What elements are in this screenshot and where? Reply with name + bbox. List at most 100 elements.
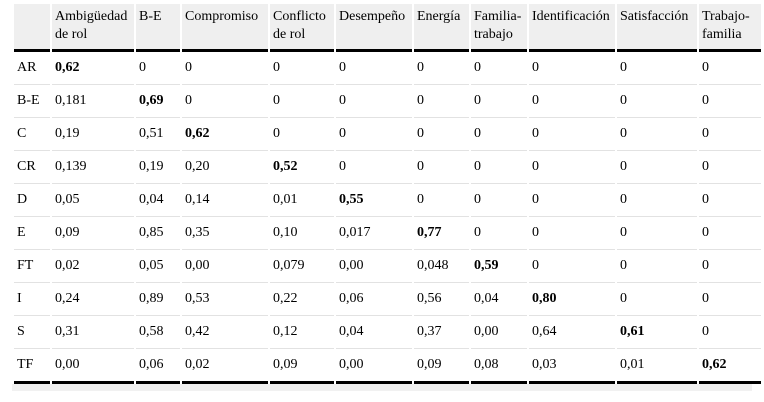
table-cell: 0 (699, 118, 761, 151)
table-cell: 0,89 (136, 283, 180, 316)
table-cell: 0,80 (529, 283, 615, 316)
table-cell: 0,017 (336, 217, 412, 250)
table-cell: 0,62 (52, 52, 134, 85)
table-cell: 0,02 (182, 349, 268, 384)
table-row: CR 0,139 0,19 0,20 0,52 0 0 0 0 0 0 (14, 151, 761, 184)
row-label: B-E (14, 85, 50, 118)
table-cell: 0,12 (270, 316, 334, 349)
table-cell: 0 (336, 151, 412, 184)
table-cell: 0 (471, 184, 527, 217)
table-cell: 0,05 (52, 184, 134, 217)
table-cell: 0 (699, 217, 761, 250)
table-cell: 0 (182, 85, 268, 118)
table-cell: 0,00 (336, 250, 412, 283)
table-row: FT 0,02 0,05 0,00 0,079 0,00 0,048 0,59 0 0 0 (14, 250, 761, 283)
table-cell: 0 (136, 52, 180, 85)
table-cell: 0,06 (336, 283, 412, 316)
table-cell: 0,31 (52, 316, 134, 349)
row-label: E (14, 217, 50, 250)
table-cell: 0,59 (471, 250, 527, 283)
table-cell: 0 (471, 85, 527, 118)
table-cell: 0 (270, 85, 334, 118)
corner-cell (14, 4, 50, 52)
table-cell: 0 (699, 85, 761, 118)
row-label: CR (14, 151, 50, 184)
table-cell: 0 (529, 184, 615, 217)
row-label: D (14, 184, 50, 217)
table-cell: 0,24 (52, 283, 134, 316)
table-cell: 0 (617, 118, 697, 151)
table-cell: 0,079 (270, 250, 334, 283)
table-cell: 0,04 (471, 283, 527, 316)
column-header: Identificación (529, 4, 615, 52)
table-row: TF 0,00 0,06 0,02 0,09 0,00 0,09 0,08 0,03 0,01 0,… (14, 349, 761, 384)
table-cell: 0 (414, 151, 469, 184)
table-cell: 0 (529, 250, 615, 283)
table-cell: 0,00 (52, 349, 134, 384)
column-header: Familia-trabajo (471, 4, 527, 52)
table-cell: 0 (617, 217, 697, 250)
header-row: Ambigüedad de rol B-E Compromiso Conflicto … (14, 4, 761, 52)
table-cell: 0,00 (336, 349, 412, 384)
table-cell: 0,62 (182, 118, 268, 151)
table-cell: 0,22 (270, 283, 334, 316)
page-bottom-strip (12, 384, 752, 391)
table-body: AR 0,62 0 0 0 0 0 0 0 0 0 B-E 0,181 0,69 0 0 0 0 0 0 0 0 C 0,19… (14, 52, 761, 384)
table-cell: 0,048 (414, 250, 469, 283)
table-cell: 0,181 (52, 85, 134, 118)
table-cell: 0 (336, 118, 412, 151)
table-row: D 0,05 0,04 0,14 0,01 0,55 0 0 0 0 0 (14, 184, 761, 217)
table-cell: 0,08 (471, 349, 527, 384)
correlation-matrix-table: Ambigüedad de rol B-E Compromiso Conflicto … (12, 4, 763, 384)
table-cell: 0,01 (270, 184, 334, 217)
table-cell: 0,139 (52, 151, 134, 184)
table-cell: 0,09 (270, 349, 334, 384)
table-cell: 0 (529, 217, 615, 250)
column-header: Ambigüedad de rol (52, 4, 134, 52)
table-cell: 0 (617, 184, 697, 217)
table-cell: 0,06 (136, 349, 180, 384)
table-cell: 0 (699, 316, 761, 349)
table-row: S 0,31 0,58 0,42 0,12 0,04 0,37 0,00 0,64 0,61 0 (14, 316, 761, 349)
table-cell: 0,85 (136, 217, 180, 250)
column-header: B-E (136, 4, 180, 52)
table-cell: 0 (414, 184, 469, 217)
table-cell: 0,09 (52, 217, 134, 250)
row-label: FT (14, 250, 50, 283)
table-cell: 0,04 (336, 316, 412, 349)
table-cell: 0,09 (414, 349, 469, 384)
table-cell: 0 (471, 151, 527, 184)
table-cell: 0 (414, 85, 469, 118)
table-cell: 0,05 (136, 250, 180, 283)
table-row: AR 0,62 0 0 0 0 0 0 0 0 0 (14, 52, 761, 85)
table-cell: 0,04 (136, 184, 180, 217)
table-cell: 0,00 (471, 316, 527, 349)
row-label: S (14, 316, 50, 349)
table-cell: 0,01 (617, 349, 697, 384)
table-cell: 0 (699, 151, 761, 184)
table-cell: 0,53 (182, 283, 268, 316)
table-cell: 0 (529, 151, 615, 184)
table-cell: 0 (699, 52, 761, 85)
row-label: I (14, 283, 50, 316)
table-cell: 0,56 (414, 283, 469, 316)
table-header: Ambigüedad de rol B-E Compromiso Conflicto … (14, 4, 761, 52)
row-label: TF (14, 349, 50, 384)
table-row: I 0,24 0,89 0,53 0,22 0,06 0,56 0,04 0,80 0 0 (14, 283, 761, 316)
table-cell: 0,55 (336, 184, 412, 217)
table-cell: 0 (529, 52, 615, 85)
table-cell: 0 (182, 52, 268, 85)
table-cell: 0,19 (136, 151, 180, 184)
column-header: Trabajo-familia (699, 4, 761, 52)
table-cell: 0,14 (182, 184, 268, 217)
table-cell: 0 (617, 250, 697, 283)
row-label: C (14, 118, 50, 151)
table-cell: 0 (336, 52, 412, 85)
table-cell: 0 (617, 283, 697, 316)
table-cell: 0 (471, 217, 527, 250)
table-cell: 0,42 (182, 316, 268, 349)
column-header: Compromiso (182, 4, 268, 52)
table-cell: 0 (270, 118, 334, 151)
table-cell: 0 (471, 118, 527, 151)
table-cell: 0 (617, 52, 697, 85)
